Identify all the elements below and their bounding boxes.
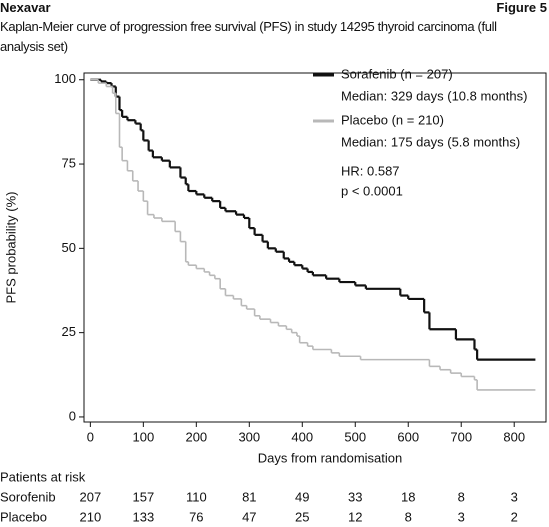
- annotation: HR: 0.587: [341, 163, 400, 178]
- risk-row-label: Sorofenib: [0, 489, 56, 504]
- risk-value: 49: [295, 489, 309, 504]
- annotation: p < 0.0001: [341, 183, 403, 198]
- chart-title: Kaplan-Meier curve of progression free s…: [0, 19, 497, 54]
- y-tick-label: 100: [54, 71, 76, 86]
- risk-value: 133: [132, 509, 154, 524]
- brand: Nexavar: [0, 0, 51, 15]
- risk-value: 33: [348, 489, 362, 504]
- risk-value: 110: [186, 489, 207, 504]
- risk-value: 8: [405, 509, 412, 524]
- legend-median: Median: 329 days (10.8 months): [341, 88, 527, 103]
- x-tick-label: 500: [344, 429, 366, 444]
- x-tick-label: 600: [397, 429, 419, 444]
- y-axis-label: PFS probability (%): [3, 192, 18, 304]
- risk-value: 81: [242, 489, 256, 504]
- risk-value: 3: [458, 509, 465, 524]
- x-tick-label: 700: [450, 429, 472, 444]
- y-tick-label: 75: [62, 155, 76, 170]
- x-tick-label: 400: [291, 429, 313, 444]
- plot-frame: [83, 72, 547, 423]
- legend-label: Placebo (n = 210): [341, 112, 444, 127]
- risk-value: 3: [511, 489, 518, 504]
- risk-row-label: Placebo: [0, 509, 47, 524]
- risk-value: 12: [348, 509, 362, 524]
- x-tick-label: 300: [238, 429, 260, 444]
- risk-value: 157: [132, 489, 154, 504]
- x-tick-label: 0: [87, 429, 94, 444]
- risk-value: 207: [80, 489, 102, 504]
- risk-value: 18: [401, 489, 415, 504]
- risk-value: 210: [80, 509, 102, 524]
- figure-label: Figure 5: [496, 0, 547, 15]
- risk-value: 76: [189, 509, 203, 524]
- y-tick-label: 0: [69, 408, 76, 423]
- x-axis-label: Days from randomisation: [258, 450, 403, 465]
- y-tick-label: 25: [62, 324, 76, 339]
- risk-value: 25: [295, 509, 309, 524]
- x-tick-label: 200: [185, 429, 207, 444]
- legend-median: Median: 175 days (5.8 months): [341, 134, 520, 149]
- x-tick-label: 800: [503, 429, 525, 444]
- risk-value: 8: [458, 489, 465, 504]
- legend-label: Sorafenib (n = 207): [341, 66, 453, 81]
- risk-title: Patients at risk: [0, 469, 86, 484]
- x-tick-label: 100: [132, 429, 154, 444]
- y-tick-label: 50: [62, 240, 76, 255]
- risk-value: 47: [242, 509, 256, 524]
- risk-value: 2: [511, 509, 518, 524]
